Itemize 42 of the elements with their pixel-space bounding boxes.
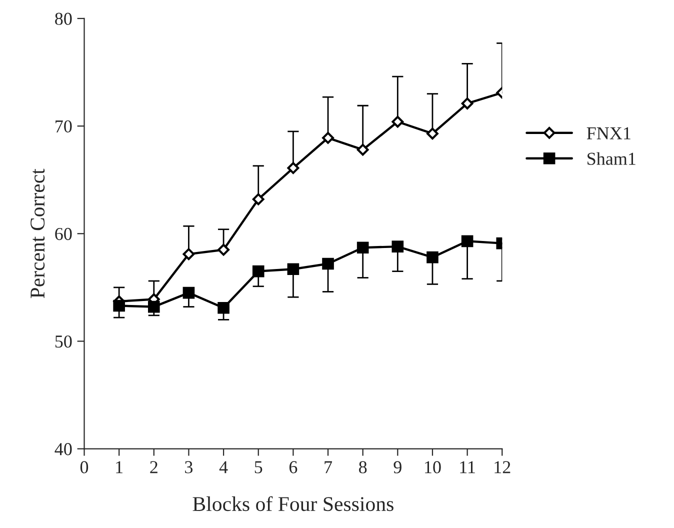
point — [287, 162, 300, 174]
point — [461, 98, 474, 110]
legend-label: FNX1 — [586, 127, 630, 140]
point — [148, 300, 160, 313]
x-tick-label: 10 — [425, 461, 441, 474]
x-tick-label: 7 — [324, 461, 332, 474]
x-tick-label: 9 — [394, 461, 402, 474]
legend-label: Sham1 — [588, 152, 636, 165]
point — [392, 116, 404, 128]
x-axis-title: Blocks of Four Sessions — [192, 496, 394, 512]
point — [182, 286, 195, 299]
y-tick-label: 80 — [55, 12, 72, 25]
point — [218, 244, 230, 256]
x-tick-label: 8 — [359, 461, 367, 474]
y-axis-title: Percent Correct — [30, 168, 45, 298]
x-tick-label: 0 — [80, 461, 88, 474]
y-tick-label: 60 — [55, 228, 72, 240]
x-tick-label: 5 — [254, 461, 262, 474]
point — [426, 128, 438, 140]
point — [356, 144, 369, 156]
point — [461, 235, 474, 248]
point — [113, 300, 125, 312]
point — [426, 251, 438, 264]
point — [252, 193, 264, 206]
x-tick-label: 1 — [116, 461, 123, 474]
point — [287, 263, 300, 276]
x-tick-label: 12 — [494, 461, 510, 474]
point — [182, 248, 195, 260]
point — [356, 242, 369, 254]
point — [218, 302, 230, 314]
x-tick-label: 4 — [219, 461, 228, 474]
point — [322, 258, 334, 270]
point — [322, 132, 334, 144]
y-tick-label: 40 — [54, 443, 72, 456]
x-tick-label: 6 — [289, 461, 298, 474]
x-tick-label: 2 — [150, 461, 158, 474]
point — [252, 265, 264, 278]
y-tick-label: 70 — [56, 120, 72, 132]
x-tick-label: 11 — [460, 461, 475, 474]
y-tick-label: 50 — [55, 335, 72, 348]
x-tick-label: 3 — [185, 461, 193, 474]
point — [392, 240, 404, 252]
